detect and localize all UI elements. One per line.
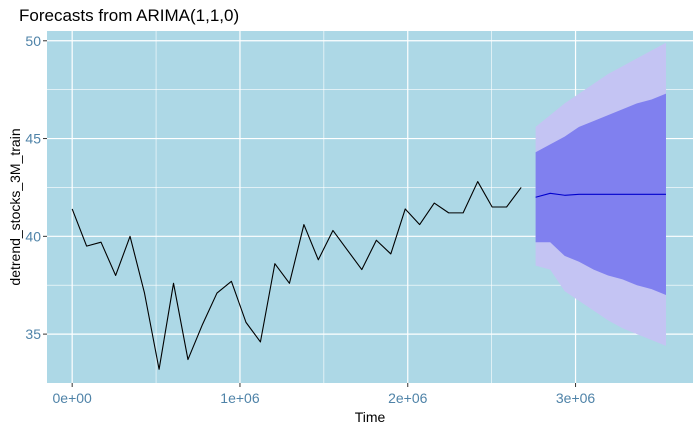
y-axis-title: detrend_stocks_3M_train [7,128,23,285]
y-tick-label: 45 [25,131,41,147]
y-tick-label: 50 [25,33,41,49]
observed-line [71,181,522,370]
x-tick-label: 3e+06 [556,390,596,406]
x-axis-title: Time [355,409,386,425]
y-tick-label: 40 [25,228,41,244]
y-tick-label: 35 [25,326,41,342]
x-tick-label: 1e+06 [220,390,260,406]
x-axis: 0e+00 1e+06 2e+06 3e+06 [53,383,596,406]
x-tick-label: 2e+06 [388,390,428,406]
chart-title: Forecasts from ARIMA(1,1,0) [19,6,239,25]
x-tick-label: 0e+00 [53,390,93,406]
forecast-line [535,192,666,198]
y-axis: 35 40 45 50 [25,33,47,342]
series-lines [71,181,666,370]
